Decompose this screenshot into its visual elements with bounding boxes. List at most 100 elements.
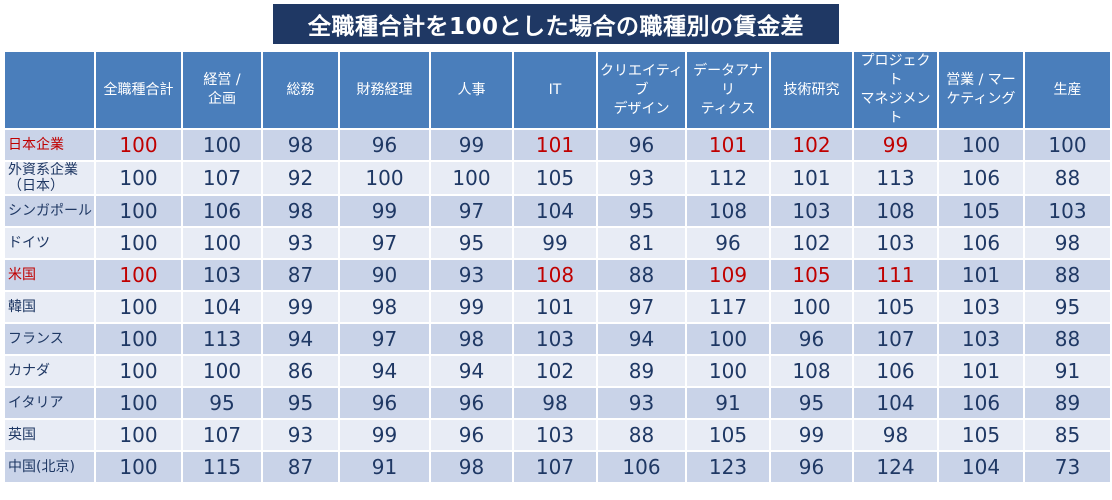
value-cell: 99 (429, 290, 514, 324)
column-header-line: 企画 (208, 91, 236, 107)
value-cell: 88 (1023, 160, 1112, 196)
value-cell: 96 (769, 322, 854, 356)
row-label: 外資系企業 （日本） (3, 160, 96, 196)
value-text: 100 (119, 231, 158, 255)
value-text: 103 (202, 263, 242, 287)
corner-cell (3, 50, 96, 130)
table-row: フランス 100 113 94 97 98 103 94 100 96 107 103 88 (3, 322, 1112, 356)
value-text: 111 (876, 263, 915, 287)
value-text: 95 (209, 391, 235, 415)
value-text: 103 (1048, 199, 1087, 223)
value-cell: 73 (1023, 450, 1112, 484)
value-cell: 95 (429, 226, 514, 260)
value-cell: 97 (596, 290, 687, 324)
value-text: 101 (535, 133, 575, 157)
value-cell: 105 (512, 160, 598, 196)
value-cell: 111 (852, 258, 939, 292)
value-text: 102 (535, 359, 575, 383)
value-cell: 100 (685, 322, 771, 356)
value-text: 94 (628, 327, 655, 351)
value-text: 104 (535, 199, 575, 223)
value-cell: 103 (937, 322, 1025, 356)
value-text: 101 (961, 359, 1001, 383)
value-cell: 113 (852, 160, 939, 196)
value-cell: 107 (181, 160, 263, 196)
row-label-line: 英国 (8, 427, 36, 443)
value-text: 99 (542, 231, 568, 255)
value-text: 91 (371, 455, 398, 479)
value-cell: 88 (596, 258, 687, 292)
row-label: 英国 (3, 418, 96, 452)
column-header-line: 経営 / (203, 72, 241, 88)
value-text: 100 (119, 263, 158, 287)
value-text: 100 (365, 166, 404, 190)
value-text: 100 (452, 166, 491, 190)
value-text: 94 (371, 359, 398, 383)
row-label-line: 米国 (8, 267, 36, 283)
value-cell: 102 (512, 354, 598, 388)
value-cell: 98 (852, 418, 939, 452)
value-text: 103 (535, 423, 575, 447)
value-cell: 107 (181, 418, 263, 452)
value-text: 99 (882, 133, 909, 157)
value-cell: 99 (852, 128, 939, 162)
value-cell: 101 (512, 290, 598, 324)
value-cell: 100 (685, 354, 771, 388)
column-header: 人事 (429, 50, 514, 130)
value-cell: 105 (769, 258, 854, 292)
value-cell: 97 (429, 194, 514, 228)
value-cell: 113 (181, 322, 263, 356)
value-text: 100 (202, 359, 242, 383)
value-text: 94 (287, 327, 314, 351)
value-text: 100 (119, 423, 158, 447)
value-text: 124 (876, 455, 915, 479)
value-cell: 95 (1023, 290, 1112, 324)
value-text: 106 (202, 199, 242, 223)
value-text: 88 (1054, 327, 1081, 351)
column-header-line: 総務 (286, 81, 315, 98)
value-cell: 99 (338, 194, 431, 228)
value-cell: 99 (429, 128, 514, 162)
value-cell: 99 (261, 290, 340, 324)
value-text: 104 (202, 295, 242, 319)
value-cell: 100 (769, 290, 854, 324)
value-text: 95 (287, 391, 314, 415)
title-area: 全職種合計を100とした場合の職種別の賃金差 (0, 0, 1112, 48)
value-cell: 101 (937, 354, 1025, 388)
value-cell: 98 (429, 450, 514, 484)
value-cell: 92 (261, 160, 340, 196)
value-cell: 98 (1023, 226, 1112, 260)
value-text: 108 (708, 199, 748, 223)
value-cell: 106 (937, 386, 1025, 420)
value-text: 107 (202, 166, 242, 190)
value-text: 96 (371, 391, 398, 415)
value-text: 98 (287, 133, 314, 157)
value-text: 88 (628, 423, 655, 447)
column-header-line: プロジェクト (860, 53, 931, 88)
value-text: 87 (287, 455, 314, 479)
value-cell: 98 (512, 386, 598, 420)
value-text: 106 (876, 359, 915, 383)
value-text: 97 (628, 295, 655, 319)
value-cell: 85 (1023, 418, 1112, 452)
value-text: 96 (798, 455, 825, 479)
value-cell: 101 (937, 258, 1025, 292)
column-header-line: ケティング (946, 91, 1016, 107)
row-label: イタリア (3, 386, 96, 420)
table-row: 米国 100 103 87 90 93 108 88 109 105 111 101 88 (3, 258, 1112, 292)
column-header-line: ティクス (700, 100, 756, 117)
header-row: 全職種合計 経営 / 企画 総務 財務経理 人事 IT クリエイティブ デザイン データアナリ ティ… (3, 50, 1112, 130)
value-cell: 103 (769, 194, 854, 228)
value-cell: 86 (261, 354, 340, 388)
value-text: 100 (708, 359, 748, 383)
row-label-line: イタリア (8, 395, 64, 411)
value-cell: 109 (685, 258, 771, 292)
value-cell: 101 (512, 128, 598, 162)
column-header-line: 人事 (457, 81, 486, 98)
value-text: 98 (542, 391, 568, 415)
value-text: 73 (1054, 455, 1081, 479)
value-cell: 100 (937, 128, 1025, 162)
value-text: 108 (792, 359, 831, 383)
column-header: IT (512, 50, 598, 130)
table-row: カナダ 100 100 86 94 94 102 89 100 108 106 101 91 (3, 354, 1112, 388)
